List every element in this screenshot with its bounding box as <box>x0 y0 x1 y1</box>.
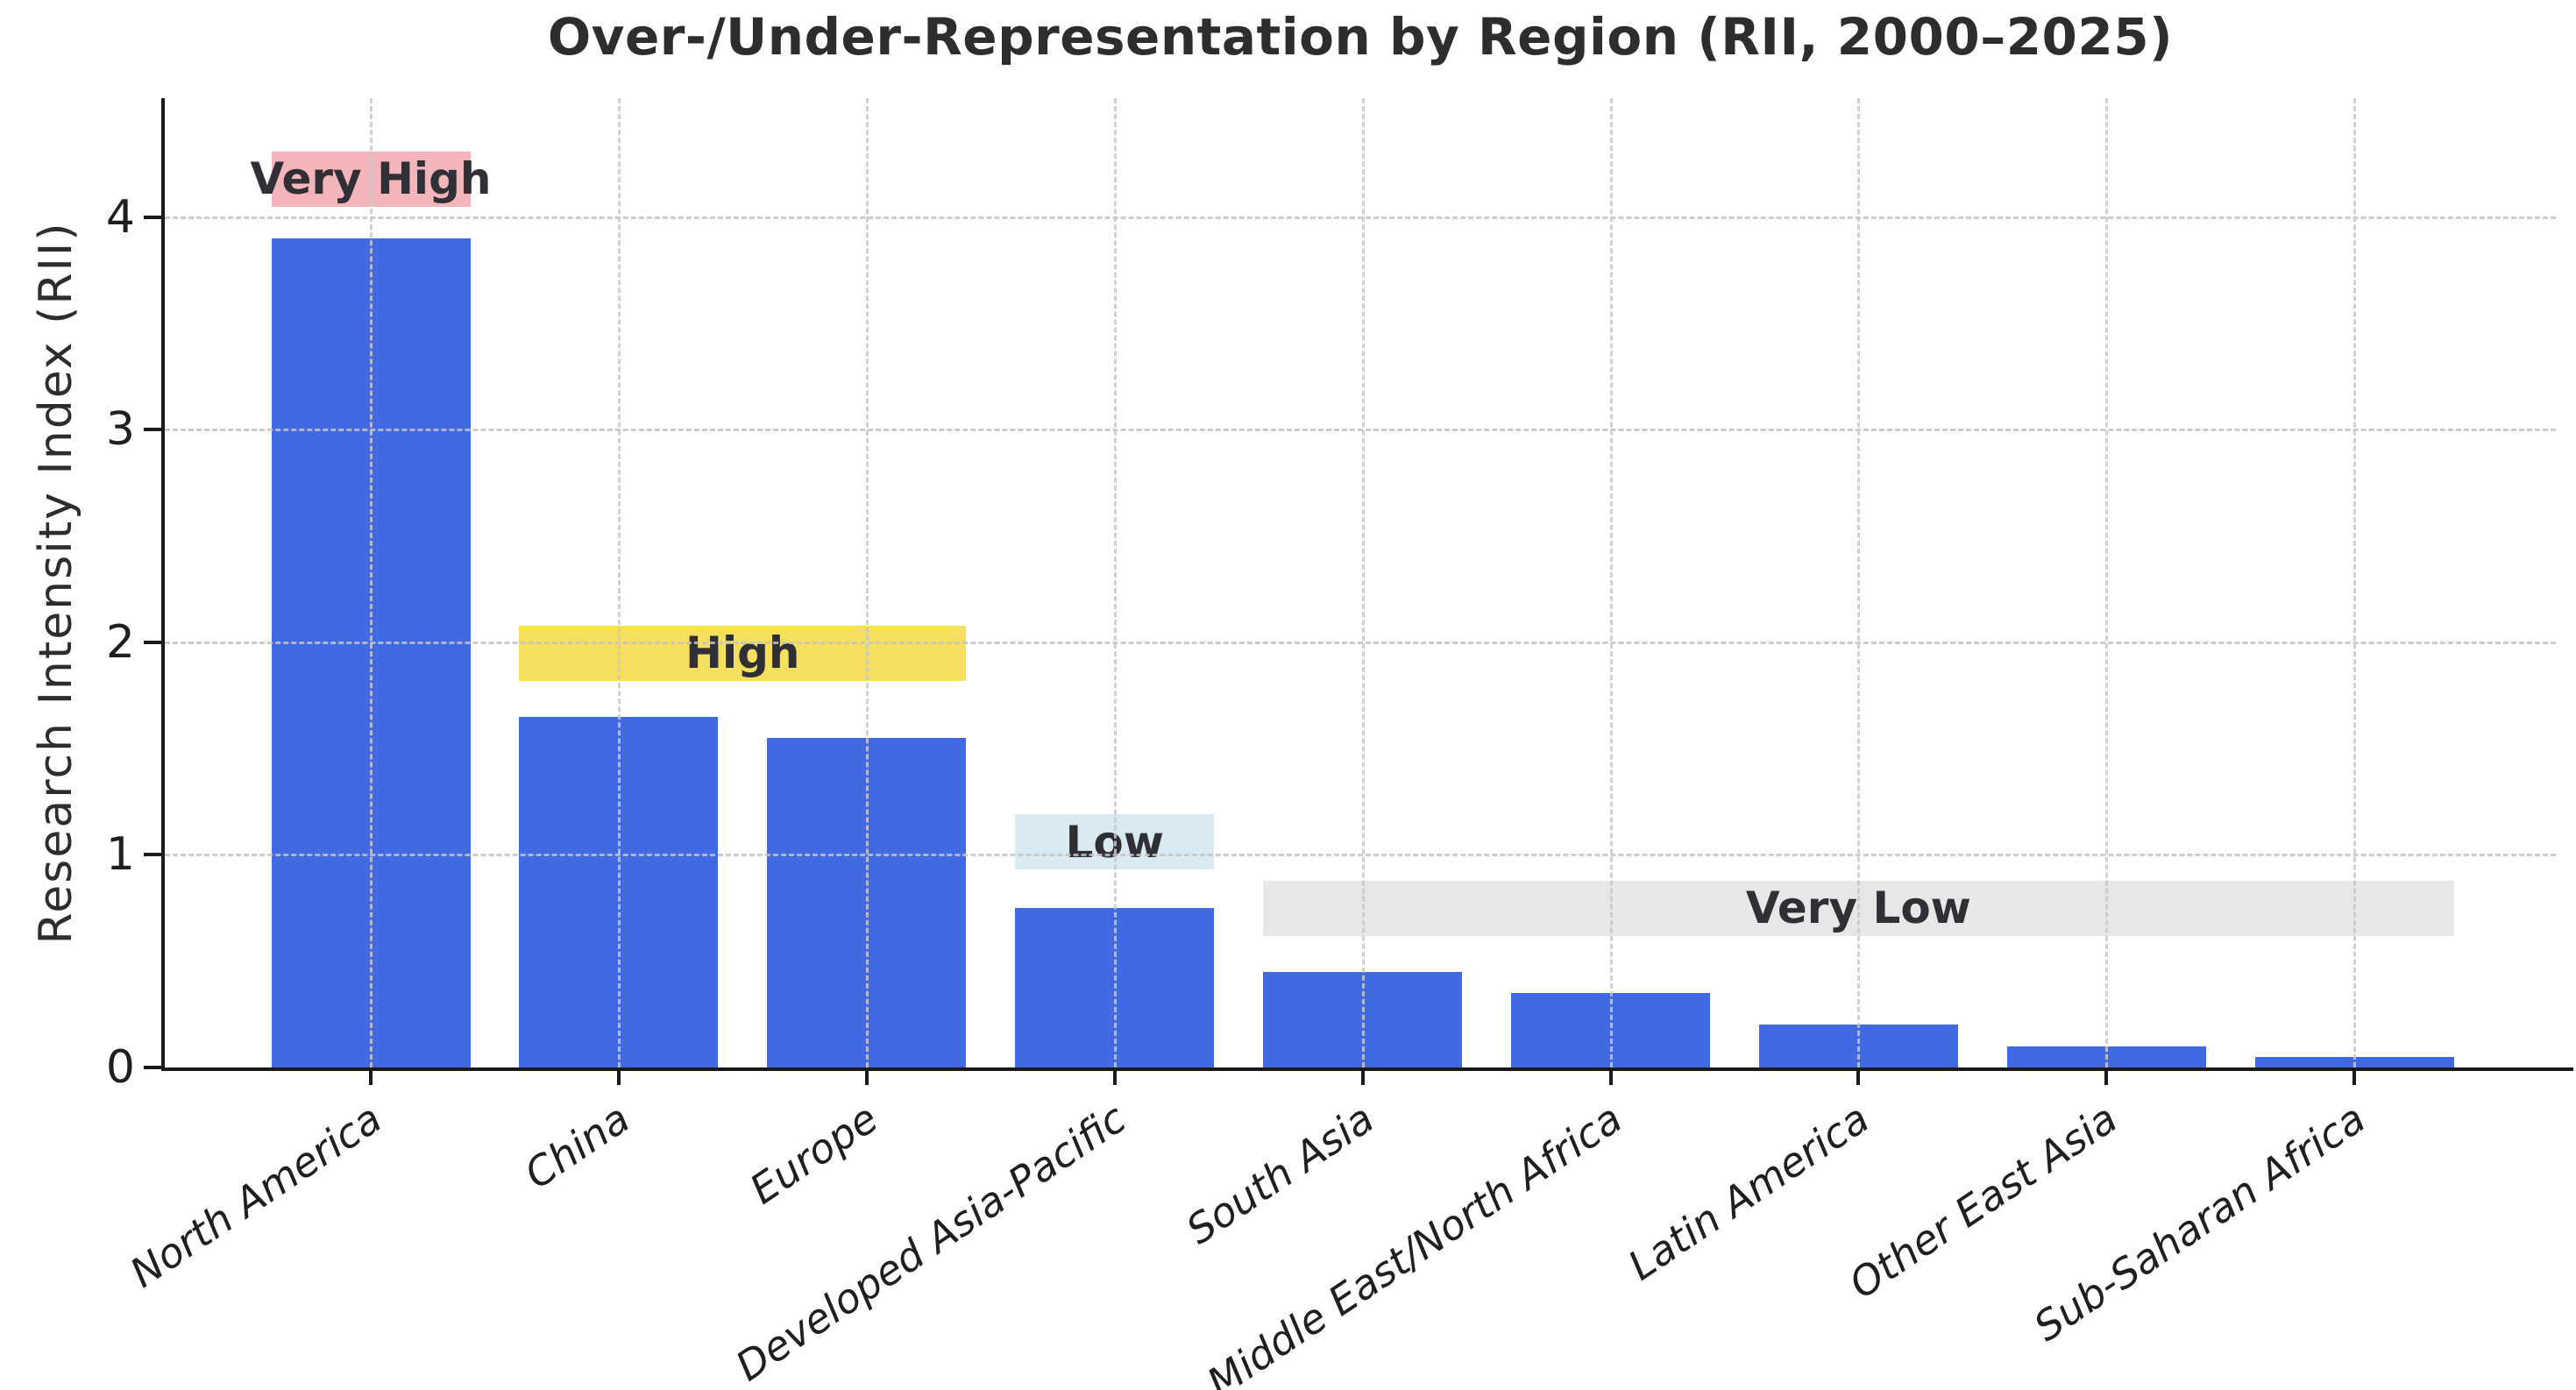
x-tick-mark <box>369 1071 373 1085</box>
grid-line-vertical <box>617 98 621 1067</box>
chart-title: Over-/Under-Representation by Region (RI… <box>547 7 2174 67</box>
x-tick-label: Latin America <box>1620 1094 1878 1290</box>
x-tick-mark <box>616 1071 621 1085</box>
y-tick-mark <box>144 853 161 857</box>
x-tick-mark <box>864 1071 869 1085</box>
grid-line-horizontal <box>165 854 2556 857</box>
y-tick-mark <box>144 1066 161 1069</box>
grid-line-horizontal <box>165 429 2556 432</box>
x-tick-mark <box>1112 1071 1117 1085</box>
grid-line-vertical <box>370 98 373 1067</box>
grid-line-vertical <box>1113 98 1117 1067</box>
grid-line-vertical <box>2353 98 2357 1067</box>
y-axis-spine <box>161 98 165 1071</box>
grid-line-vertical <box>1609 98 1613 1067</box>
y-tick-mark <box>144 428 161 432</box>
x-tick-mark <box>1856 1071 1861 1085</box>
grid-line-vertical <box>1361 98 1365 1067</box>
grid-line-horizontal <box>165 641 2556 644</box>
grid-line-horizontal <box>165 216 2556 219</box>
y-tick-label: 1 <box>105 828 135 882</box>
grid-line-vertical <box>1857 98 1861 1067</box>
y-axis-label: Research Intensity Index (RII) <box>30 221 82 945</box>
x-tick-mark <box>1608 1071 1613 1085</box>
x-tick-mark <box>2104 1071 2109 1085</box>
annotation-label: High <box>685 628 800 679</box>
x-tick-label: Europe <box>741 1094 886 1214</box>
annotation-band: High <box>519 625 967 681</box>
grid-line-vertical <box>865 98 869 1067</box>
x-tick-mark <box>2352 1071 2357 1085</box>
x-tick-label: South Asia <box>1177 1094 1382 1254</box>
grid-line-vertical <box>2105 98 2109 1067</box>
y-tick-mark <box>144 640 161 644</box>
y-tick-label: 2 <box>105 615 135 669</box>
x-tick-mark <box>1360 1071 1365 1085</box>
y-tick-label: 3 <box>105 403 135 457</box>
x-tick-label: China <box>515 1094 638 1198</box>
x-tick-label: North America <box>121 1094 390 1297</box>
y-tick-label: 0 <box>105 1041 135 1094</box>
x-axis-spine <box>161 1067 2573 1071</box>
x-tick-label: Middle East/North Africa <box>1198 1094 1630 1390</box>
y-tick-mark <box>144 215 161 219</box>
y-tick-label: 4 <box>105 190 135 244</box>
